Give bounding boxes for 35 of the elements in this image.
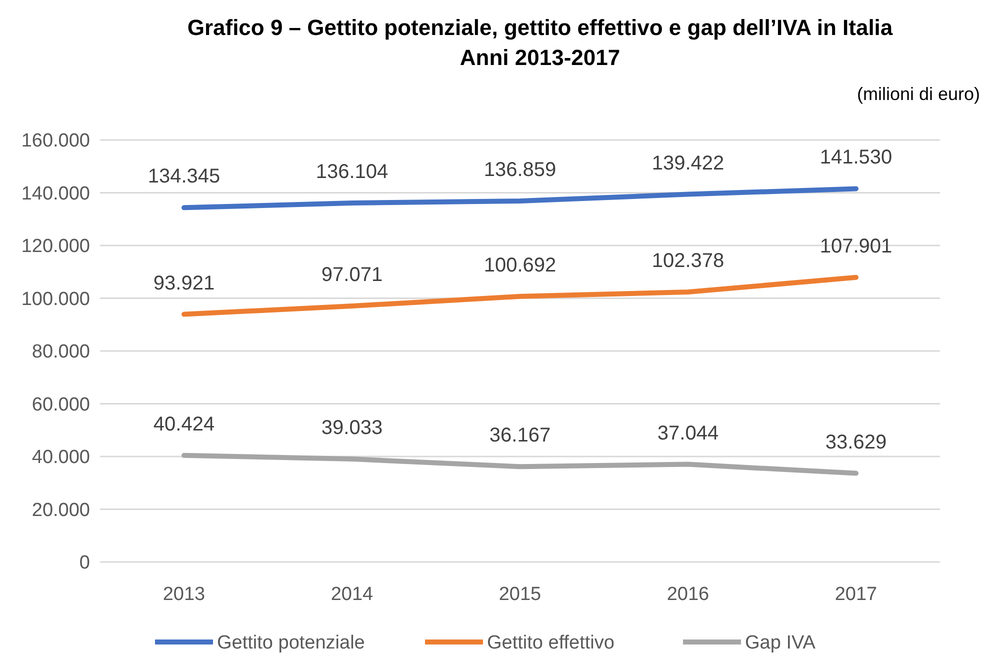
y-tick-label: 0 — [79, 552, 90, 574]
legend-label: Gap IVA — [745, 632, 816, 654]
y-tick-label: 60.000 — [32, 394, 90, 416]
chart-title: Grafico 9 – Gettito potenziale, gettito effettivo e gap dell’IVA in Italia — [187, 15, 894, 40]
data-label: 37.044 — [657, 422, 719, 444]
y-tick-label: 20.000 — [32, 500, 90, 521]
data-label: 107.901 — [820, 235, 892, 258]
data-label: 97.071 — [321, 264, 383, 286]
y-tick-label: 80.000 — [32, 342, 90, 363]
x-tick-label: 2013 — [162, 584, 206, 605]
y-tick-label: 140.000 — [21, 183, 90, 204]
data-label: 139.422 — [652, 152, 724, 174]
chart-subtitle: Anni 2013-2017 — [460, 45, 620, 70]
data-label: 40.424 — [153, 413, 215, 436]
data-label: 33.629 — [825, 431, 887, 454]
data-label: 93.921 — [153, 272, 215, 294]
data-label: 134.345 — [148, 166, 220, 188]
data-label: 100.692 — [484, 254, 556, 276]
text: (milioni di euro) — [856, 84, 980, 104]
x-tick-label: 2015 — [498, 584, 542, 605]
x-tick-label: 2016 — [666, 584, 710, 605]
y-tick-label: 40.000 — [32, 447, 90, 468]
data-label: 136.859 — [484, 159, 556, 182]
data-label: 141.530 — [820, 146, 892, 169]
y-tick-label: 100.000 — [21, 288, 90, 310]
data-label: 39.033 — [321, 417, 383, 440]
x-tick-label: 2014 — [330, 584, 374, 605]
x-tick-label: 2017 — [834, 584, 878, 605]
legend-label: Gettito potenziale — [217, 632, 365, 654]
legend-label: Gettito effettivo — [487, 632, 614, 654]
y-tick-label: 120.000 — [21, 236, 90, 258]
data-label: 36.167 — [489, 424, 551, 447]
data-label: 102.378 — [652, 250, 724, 272]
data-label: 136.104 — [316, 161, 388, 184]
y-tick-label: 160.000 — [21, 130, 90, 152]
